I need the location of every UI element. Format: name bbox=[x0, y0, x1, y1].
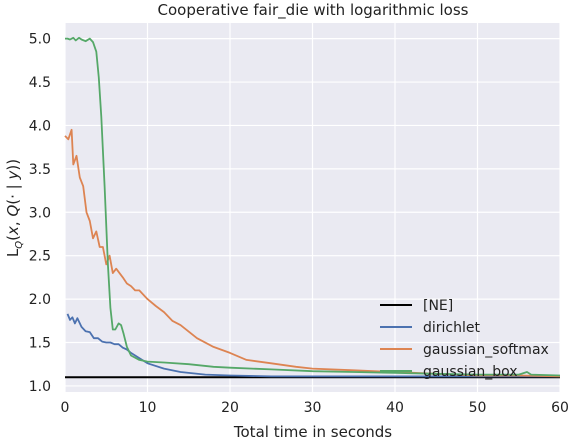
y-tick-label: 5.0 bbox=[29, 32, 51, 48]
y-tick-label: 3.5 bbox=[29, 162, 51, 178]
series-line-gaussian_softmax bbox=[64, 128, 561, 378]
y-tick-label: 2.5 bbox=[29, 249, 51, 265]
x-tick-label: 40 bbox=[386, 400, 404, 416]
y-tick-label: 4.0 bbox=[29, 118, 51, 134]
y-tick-label: 3.0 bbox=[29, 205, 51, 221]
y-tick-label: 4.5 bbox=[29, 75, 51, 91]
legend: [NE] dirichlet gaussian_softmax gaussian_bo… bbox=[380, 298, 549, 380]
x-tick-label: 30 bbox=[304, 400, 322, 416]
x-tick-label: 50 bbox=[469, 400, 487, 416]
series-line-dirichlet bbox=[66, 313, 560, 378]
x-axis-label: Total time in seconds bbox=[233, 423, 392, 441]
x-tick-label: 60 bbox=[551, 400, 569, 416]
grid bbox=[64, 23, 561, 392]
y-axis-label: LQ(x, Q(· | y)) bbox=[4, 159, 25, 257]
legend-label: gaussian_softmax bbox=[423, 342, 549, 358]
x-tick-label: 10 bbox=[139, 400, 157, 416]
legend-label: gaussian_box bbox=[423, 364, 518, 380]
y-tick-label: 2.0 bbox=[29, 292, 51, 308]
y-tick-label: 1.0 bbox=[29, 379, 51, 395]
tick-labels: 0 10 20 30 40 50 60 1.0 1.5 2.0 2.5 3.0 3.5 4.0 4.5 5.0 bbox=[29, 32, 569, 416]
series-layer bbox=[64, 36, 561, 379]
legend-label: dirichlet bbox=[423, 320, 480, 336]
chart-title: Cooperative fair_die with logarithmic lo… bbox=[158, 1, 469, 20]
y-tick-label: 1.5 bbox=[29, 336, 51, 352]
x-tick-label: 20 bbox=[221, 400, 239, 416]
legend-label: [NE] bbox=[423, 298, 453, 314]
series-line-gaussian_box bbox=[65, 36, 561, 377]
x-tick-label: 0 bbox=[61, 400, 70, 416]
